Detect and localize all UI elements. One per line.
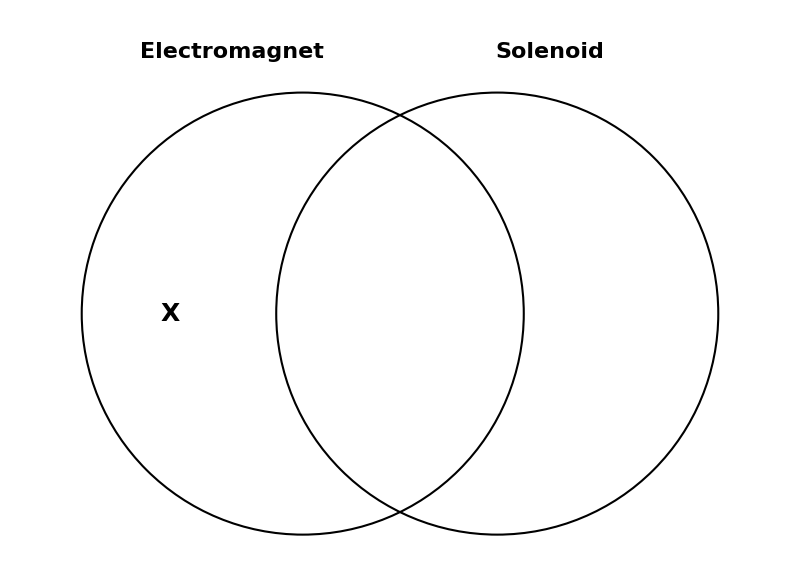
Text: Solenoid: Solenoid [496,41,605,62]
Text: X: X [161,301,180,325]
Text: Electromagnet: Electromagnet [140,41,324,62]
